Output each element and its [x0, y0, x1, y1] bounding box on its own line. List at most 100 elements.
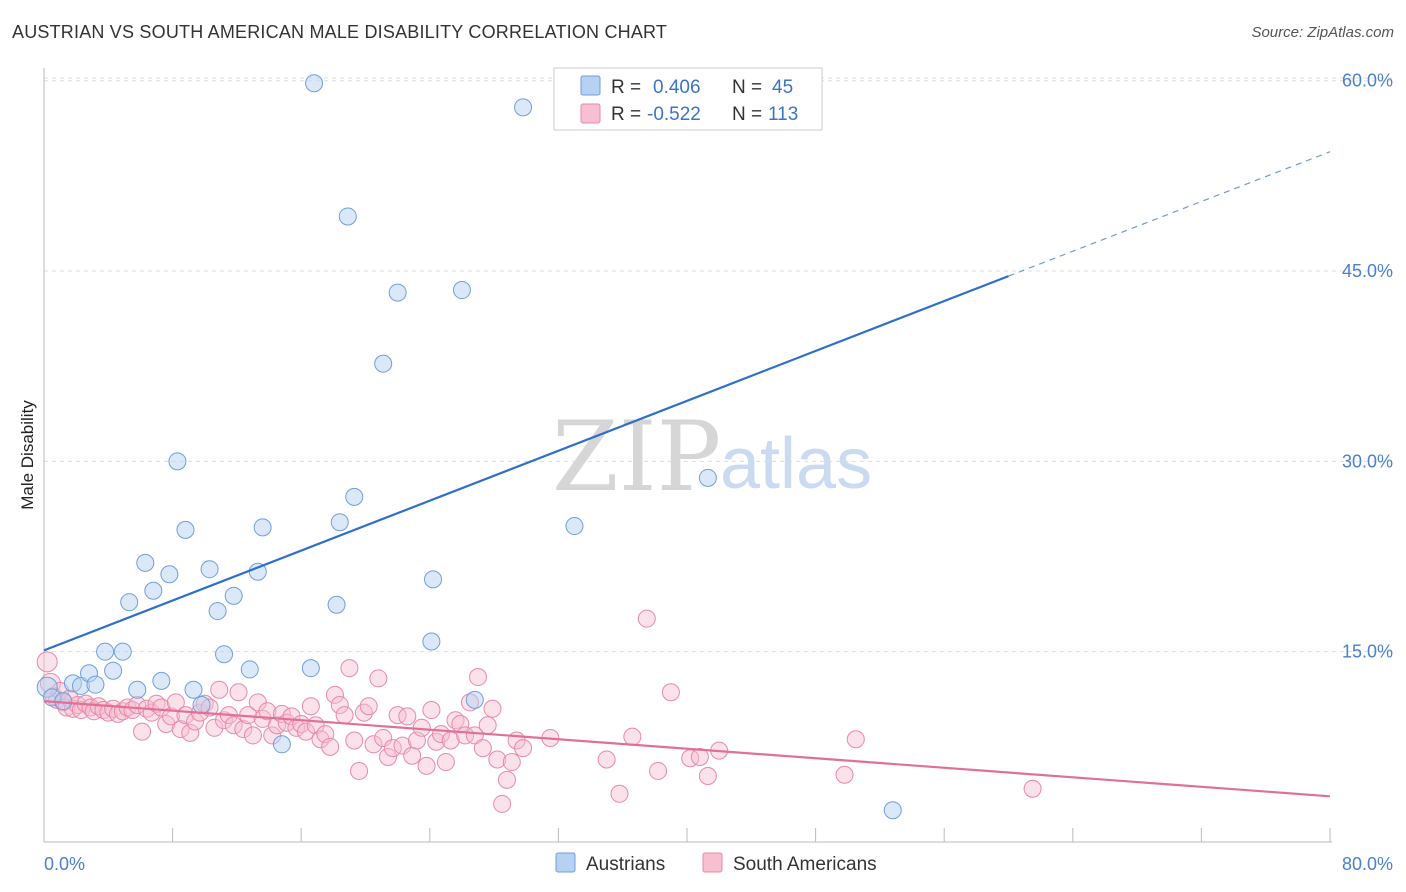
watermark: ZIP atlas	[552, 401, 872, 513]
south-americans-point-98	[493, 794, 512, 813]
austrians-trend-extension	[1008, 151, 1331, 277]
austrians-point-44	[883, 801, 902, 820]
south-americans-point-72	[369, 669, 388, 688]
austrians-point-33	[345, 487, 364, 506]
austrians-point-22	[215, 645, 234, 664]
south-americans-point-102	[514, 739, 533, 758]
south-americans-point-58	[301, 697, 320, 716]
stats-legend: R = 0.406 N = 45 R = -0.522 N = 113	[553, 67, 823, 131]
south-americans-point-69	[354, 703, 373, 722]
south-americans-point-39	[210, 680, 229, 699]
austrians-point-28	[301, 659, 320, 678]
austrians-points	[36, 74, 902, 820]
austrians-point-24	[240, 660, 259, 679]
austrians-point-21	[208, 602, 227, 621]
austrians-n-label: N =	[732, 77, 762, 98]
south-americans-point-18	[108, 704, 127, 723]
austrians-point-20	[200, 560, 219, 579]
y-tick-labels: 15.0% 30.0% 45.0% 60.0%	[1342, 71, 1393, 662]
south-americans-point-108	[649, 761, 668, 780]
south-americans-point-43	[229, 683, 248, 702]
south-americans-point-93	[469, 668, 488, 687]
south-americans-n-value: 113	[768, 104, 798, 125]
south-americans-point-44	[234, 720, 253, 739]
south-americans-point-96	[483, 699, 502, 718]
south-americans-point-70	[359, 697, 378, 716]
axes	[43, 68, 1332, 843]
austrians-point-26	[253, 518, 272, 537]
austrians-point-8	[104, 661, 123, 680]
austrians-point-40	[514, 98, 533, 117]
x-ticks	[43, 828, 1331, 842]
south-americans-point-68	[350, 761, 369, 780]
south-americans-point-49	[258, 702, 277, 721]
south-americans-point-116	[1023, 779, 1042, 798]
austrians-series-swatch	[555, 852, 576, 873]
austrians-point-7	[96, 642, 115, 661]
austrians-point-41	[565, 517, 584, 536]
austrians-point-12	[136, 553, 155, 572]
south-americans-point-31	[171, 720, 190, 739]
south-americans-point-92	[465, 726, 484, 745]
y-tick-label-1: 30.0%	[1342, 451, 1393, 471]
austrians-point-39	[465, 690, 484, 709]
austrians-point-14	[152, 671, 171, 690]
austrians-point-35	[388, 283, 407, 302]
south-americans-point-111	[690, 747, 709, 766]
austrians-point-27	[272, 735, 291, 754]
south-americans-point-94	[473, 739, 492, 758]
austrians-point-31	[330, 513, 349, 532]
austrians-series-label: Austrians	[586, 854, 665, 875]
austrians-point-13	[144, 581, 163, 600]
south-americans-point-67	[345, 731, 364, 750]
austrians-point-30	[327, 595, 346, 614]
austrians-point-18	[184, 680, 203, 699]
austrians-point-32	[338, 207, 357, 226]
south-americans-point-62	[321, 737, 340, 756]
austrians-legend-swatch	[580, 75, 601, 96]
south-americans-point-60	[311, 730, 330, 749]
x-tick-label-max: 80.0%	[1342, 854, 1393, 874]
south-americans-point-64	[330, 695, 349, 714]
south-americans-point-13	[84, 702, 103, 721]
south-americans-point-65	[335, 706, 354, 725]
south-americans-legend-swatch	[580, 103, 601, 124]
watermark-zip: ZIP	[552, 401, 721, 513]
south-americans-point-63	[325, 685, 344, 704]
south-americans-series-swatch	[702, 852, 723, 873]
austrians-point-38	[452, 281, 471, 300]
y-tick-label-0: 15.0%	[1342, 642, 1393, 662]
south-americans-point-33	[181, 723, 200, 742]
south-americans-point-73	[374, 728, 393, 747]
x-tick-label-min: 0.0%	[44, 854, 85, 874]
south-americans-point-74	[379, 747, 398, 766]
south-americans-point-57	[297, 722, 316, 741]
south-americans-point-23	[133, 722, 152, 741]
south-americans-point-114	[835, 765, 854, 784]
south-americans-point-78	[398, 707, 417, 726]
austrians-trend-line	[43, 275, 1009, 652]
south-americans-point-82	[417, 756, 436, 775]
austrians-n-value: 45	[772, 77, 793, 98]
y-axis-title: Male Disability	[18, 400, 37, 510]
austrians-point-37	[424, 570, 443, 589]
south-americans-r-label: R =	[611, 104, 641, 125]
watermark-atlas: atlas	[720, 424, 872, 504]
south-americans-point-115	[846, 730, 865, 749]
austrians-point-17	[176, 520, 195, 539]
south-americans-point-83	[422, 701, 441, 720]
south-americans-point-77	[393, 736, 412, 755]
south-americans-point-86	[436, 753, 455, 772]
austrians-point-23	[224, 586, 243, 605]
south-americans-point-105	[610, 784, 629, 803]
grid-lines	[44, 77, 1393, 653]
austrians-point-34	[374, 354, 393, 373]
source-credit: Source: ZipAtlas.com	[1251, 24, 1394, 41]
austrians-point-19	[192, 695, 211, 714]
south-americans-point-21	[123, 701, 142, 720]
y-tick-label-2: 45.0%	[1342, 261, 1393, 281]
austrians-point-10	[120, 593, 139, 612]
austrians-point-11	[128, 680, 147, 699]
austrians-point-6	[86, 675, 105, 694]
